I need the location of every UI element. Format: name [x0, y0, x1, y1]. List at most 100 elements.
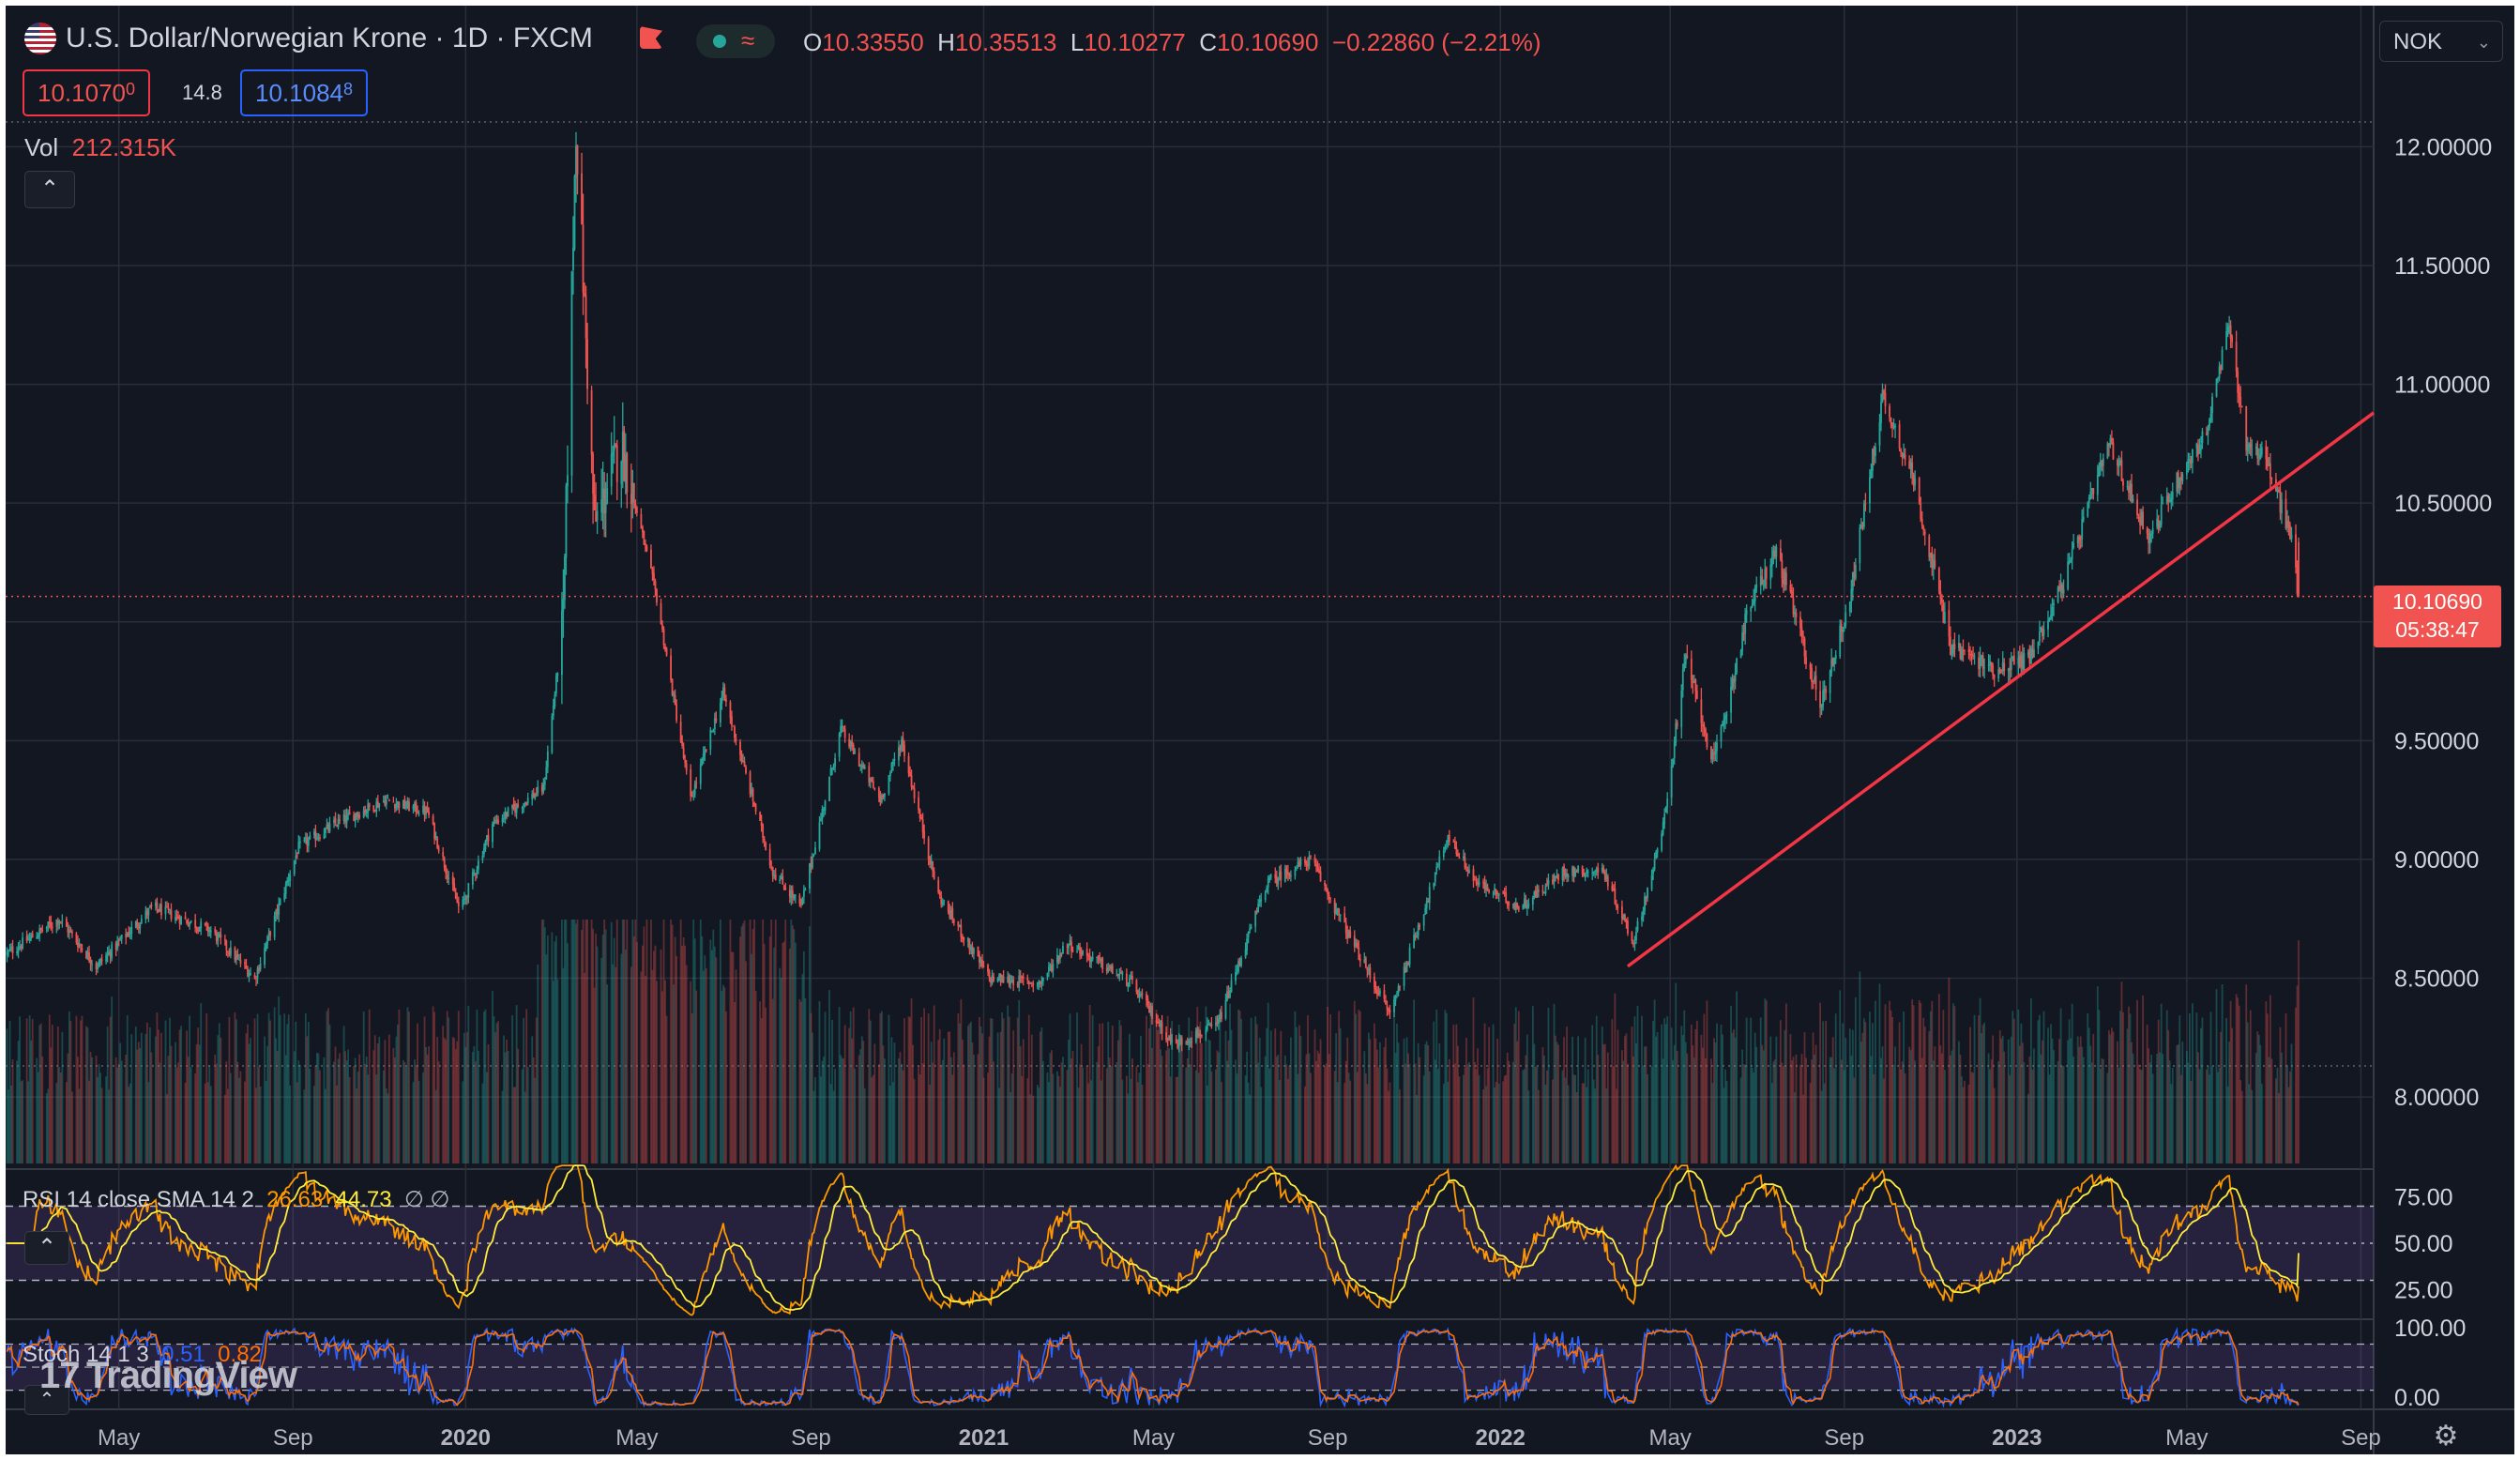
volume-bar	[2009, 1074, 2011, 1163]
volume-bar	[888, 1014, 890, 1163]
volume-bar	[1082, 1067, 1084, 1163]
candle-body	[1002, 976, 1005, 983]
volume-bar	[88, 1080, 90, 1163]
volume-bar	[2020, 1023, 2023, 1163]
volume-bar	[1146, 1015, 1147, 1163]
volume-bar	[1891, 1017, 1893, 1163]
candle-body	[773, 874, 776, 877]
candle-body	[375, 801, 378, 812]
volume-bar	[721, 984, 724, 1163]
candle-body	[239, 960, 242, 964]
candle-body	[471, 872, 474, 885]
volume-bar	[1675, 982, 1677, 1163]
volume-bar	[467, 1005, 470, 1163]
candle-body	[798, 895, 801, 905]
volume-bar	[2275, 1078, 2277, 1163]
volume-bar	[2136, 999, 2138, 1163]
volume-bar	[1547, 1008, 1550, 1163]
candle-body	[186, 920, 189, 924]
candle-body	[2010, 661, 2012, 671]
volume-bar	[1399, 1089, 1401, 1163]
candle-body	[446, 874, 448, 879]
volume-bar	[1555, 1035, 1556, 1163]
volume-bar	[818, 1000, 821, 1163]
collapse-rsi-button[interactable]: ⌃	[24, 1231, 69, 1265]
candle-body	[979, 954, 980, 964]
volume-bar	[2246, 1022, 2249, 1163]
candle-body	[2187, 459, 2190, 464]
candle-body	[276, 908, 279, 914]
candle-body	[1096, 956, 1099, 959]
candle-body	[364, 810, 367, 813]
market-status-pill[interactable]: ≈	[696, 24, 775, 58]
volume-bar	[476, 1009, 478, 1163]
candle-body	[1894, 425, 1896, 428]
candle-body	[1932, 560, 1935, 570]
collapse-volume-button[interactable]: ⌃	[24, 171, 75, 208]
candle-body	[562, 599, 565, 612]
volume-bar	[175, 1042, 176, 1163]
volume-bar	[695, 990, 698, 1163]
symbol-title[interactable]: U.S. Dollar/Norwegian Krone · 1D · FXCM	[66, 23, 593, 53]
candle-body	[1338, 908, 1341, 915]
volume-bar	[2107, 1030, 2110, 1163]
stoch-legend[interactable]: Stoch 14 1 3 0.51 0.82	[23, 1342, 262, 1368]
volume-bar	[600, 957, 603, 1163]
gear-icon[interactable]: ⚙	[2433, 1421, 2459, 1452]
volume-bar	[2240, 1090, 2243, 1163]
volume-bar	[1019, 1046, 1022, 1163]
candle-body	[1898, 424, 1901, 449]
candle-body	[1814, 675, 1817, 691]
sell-button[interactable]: 10.10700	[23, 69, 150, 116]
candle-body	[552, 706, 554, 716]
buy-button[interactable]: 10.10848	[240, 69, 368, 116]
volume-bar	[245, 1033, 248, 1163]
rsi-legend[interactable]: RSI 14 close SMA 14 2 26.63 44.73 ∅ ∅	[23, 1186, 449, 1213]
volume-bar	[909, 1017, 911, 1163]
candle-body	[137, 926, 140, 928]
volume-bar	[1236, 1073, 1238, 1163]
volume-bar	[2211, 1066, 2213, 1163]
collapse-stoch-button[interactable]: ⌃	[24, 1385, 69, 1415]
volume-bar	[1636, 1005, 1639, 1163]
candle-body	[2118, 463, 2120, 467]
candle-body	[909, 771, 911, 777]
volume-bar	[378, 1036, 381, 1163]
candle-body	[1663, 814, 1666, 825]
volume-bar	[1692, 1045, 1694, 1163]
volume-bar	[1903, 1011, 1905, 1163]
volume-bar	[2082, 1057, 2085, 1163]
candle-body	[556, 673, 559, 677]
candle-body	[1644, 896, 1646, 911]
candle-body	[892, 761, 894, 765]
candle-body	[473, 872, 476, 874]
candle-body	[1455, 846, 1458, 855]
volume-bar	[1463, 1074, 1465, 1163]
volume-bar	[782, 942, 784, 1163]
candle-body	[1310, 855, 1312, 857]
volume-bar	[991, 1018, 994, 1163]
volume-bar	[1397, 1042, 1400, 1163]
volume-bar	[125, 1055, 128, 1163]
candle-body	[405, 806, 407, 808]
candle-body	[2028, 650, 2031, 663]
volume-bar	[398, 1009, 401, 1163]
volume-bar	[225, 1061, 228, 1163]
price-chart[interactable]: May Sep 2020 May Sep 2021 May Sep 2022 May Sep 2023…	[6, 6, 2514, 1454]
candle-body	[1478, 881, 1480, 885]
candle-body	[1294, 869, 1297, 876]
candle-body	[1983, 667, 1986, 669]
volume-bar	[1068, 1039, 1070, 1163]
candle-body	[1850, 589, 1853, 602]
volume-bar	[1592, 1079, 1595, 1163]
candle-body	[2215, 379, 2218, 397]
candle-body	[184, 916, 187, 920]
candle-body	[1403, 966, 1405, 986]
volume-bar	[1859, 971, 1861, 1163]
candle-body	[1862, 503, 1865, 527]
volume-bar	[1116, 1062, 1118, 1163]
price-axis-label: 11.50000	[2394, 253, 2490, 280]
volume-bar	[828, 990, 830, 1163]
currency-select[interactable]: NOK ⌄	[2379, 21, 2503, 62]
candle-series	[6, 131, 2300, 1053]
